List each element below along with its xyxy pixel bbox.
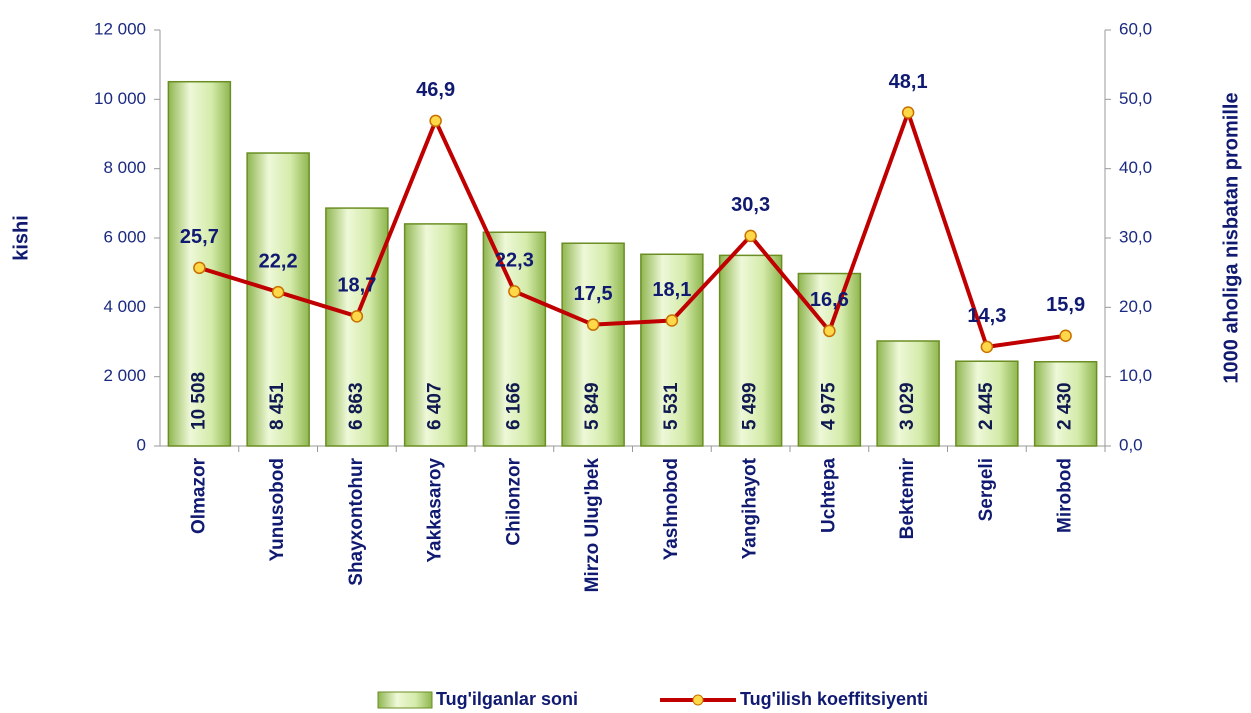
line — [198, 110, 1066, 349]
legend-label: Tug'ilish koeffitsiyenti — [740, 689, 928, 709]
bar — [325, 207, 389, 447]
line-value-label: 22,3 — [495, 250, 534, 272]
legend-swatch — [377, 691, 433, 709]
line-value-label: 22,2 — [259, 250, 298, 272]
y2-tick-label: 40,0 — [1119, 158, 1152, 177]
line-value-label: 15,9 — [1046, 294, 1085, 316]
y2-tick-label: 60,0 — [1119, 19, 1152, 38]
y2-tick-label: 10,0 — [1119, 366, 1152, 385]
y2-axis-title: 1000 aholiga nisbatan promille — [1220, 92, 1242, 383]
bar-value-label: 6 863 — [346, 382, 367, 430]
x-tick-label: Yangihayot — [740, 457, 761, 559]
x-tick-label: Uchtepa — [818, 458, 839, 533]
line-marker — [980, 340, 994, 354]
bar-value-label: 5 499 — [740, 382, 761, 430]
bar-value-label: 5 849 — [582, 382, 603, 430]
bar-value-label: 3 029 — [897, 382, 918, 430]
bar — [403, 223, 468, 447]
bar — [640, 253, 704, 447]
y-tick-label: 2 000 — [103, 366, 146, 385]
x-tick-label: Mirobod — [1055, 458, 1076, 533]
y-tick-label: 8 000 — [103, 158, 146, 177]
x-tick-label: Chilonzor — [503, 457, 524, 545]
line-marker — [271, 285, 285, 299]
bar — [482, 231, 547, 447]
line-value-label: 14,3 — [967, 305, 1006, 327]
line-marker — [429, 114, 442, 128]
bar-value-label: 8 451 — [267, 382, 288, 430]
bar-value-label: 2 430 — [1055, 382, 1076, 430]
bar — [1033, 361, 1098, 447]
x-tick-label: Yunusobod — [267, 458, 288, 561]
bar-value-label: 10 508 — [188, 372, 209, 430]
line-value-label: 17,5 — [574, 283, 613, 305]
y-tick-label: 4 000 — [103, 297, 146, 316]
line-value-label: 46,9 — [416, 79, 455, 101]
x-tick-label: Sergeli — [976, 458, 997, 521]
x-tick-label: Olmazor — [188, 457, 209, 534]
line-value-label: 48,1 — [889, 71, 928, 93]
y2-tick-label: 30,0 — [1119, 227, 1152, 246]
x-tick-label: Yakkasaroy — [425, 458, 446, 563]
y2-tick-label: 50,0 — [1119, 89, 1152, 108]
legend-marker — [692, 694, 704, 706]
bar — [561, 242, 625, 447]
line-value-label: 18,1 — [652, 279, 691, 301]
line-marker — [744, 229, 757, 243]
bar-value-label: 4 975 — [818, 382, 839, 430]
line-value-label: 25,7 — [180, 226, 219, 248]
line-marker — [1059, 329, 1072, 343]
y-tick-label: 12 000 — [94, 19, 146, 38]
bar-value-label: 6 407 — [425, 382, 446, 430]
bar — [718, 254, 783, 447]
bar-value-label: 6 166 — [503, 382, 524, 430]
y2-tick-label: 20,0 — [1119, 297, 1152, 316]
line-marker — [508, 285, 521, 298]
bar — [955, 360, 1019, 447]
line-value-label: 30,3 — [731, 194, 770, 216]
line-marker — [823, 324, 836, 338]
y2-tick-label: 0,0 — [1119, 435, 1143, 454]
legend-label: Tug'ilganlar soni — [436, 689, 578, 709]
line-marker — [193, 261, 206, 275]
line-value-label: 18,7 — [337, 275, 376, 297]
line-marker — [901, 106, 915, 119]
x-tick-label: Shayxontohur — [346, 457, 367, 585]
bar — [797, 272, 862, 447]
y-tick-label: 6 000 — [103, 227, 146, 246]
y-tick-label: 10 000 — [94, 89, 146, 108]
x-tick-label: Mirzo Ulug'bek — [582, 458, 603, 593]
y-tick-label: 0 — [137, 435, 146, 454]
bar — [876, 340, 940, 447]
y-axis-title: kishi — [10, 215, 32, 261]
x-tick-label: Bektemir — [897, 457, 918, 539]
line-marker — [350, 310, 364, 323]
line-value-label: 16,6 — [810, 289, 849, 311]
line-marker — [586, 318, 600, 331]
bar-value-label: 2 445 — [976, 382, 997, 430]
bar-value-label: 5 531 — [661, 382, 682, 430]
x-tick-label: Yashnobod — [661, 458, 682, 560]
line-marker — [665, 314, 679, 327]
